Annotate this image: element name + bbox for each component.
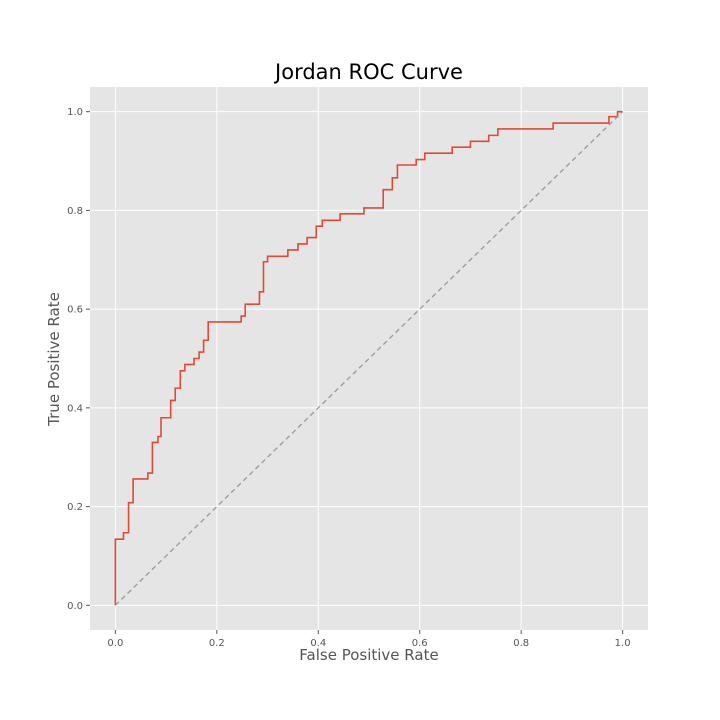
y-tick-label: 0.6 [67,305,83,316]
y-tick-label: 1.0 [67,107,83,118]
y-axis-label: True Positive Rate [45,292,63,426]
y-tick-label: 0.2 [67,502,83,513]
y-tick-label: 0.0 [67,601,83,612]
x-tick-label: 1.0 [615,638,631,649]
axis-ticks: 0.0 0.2 0.4 0.6 0.8 1.0 0.0 0.2 0.4 0.6 0.8 1.0 [67,107,630,649]
x-tick-label: 0.6 [412,638,428,649]
y-tick-label: 0.8 [67,206,83,217]
chart-title: Jordan ROC Curve [275,60,463,84]
y-tick-label: 0.4 [67,403,83,414]
x-tick-label: 0.0 [107,638,123,649]
x-tick-label: 0.8 [513,638,529,649]
x-tick-label: 0.2 [209,638,225,649]
x-axis-label: False Positive Rate [299,646,439,664]
chance-diagonal-line [114,111,624,606]
x-tick-label: 0.4 [310,638,326,649]
series-group [114,110,624,606]
grid [90,87,648,630]
roc-curve-line [114,110,623,606]
